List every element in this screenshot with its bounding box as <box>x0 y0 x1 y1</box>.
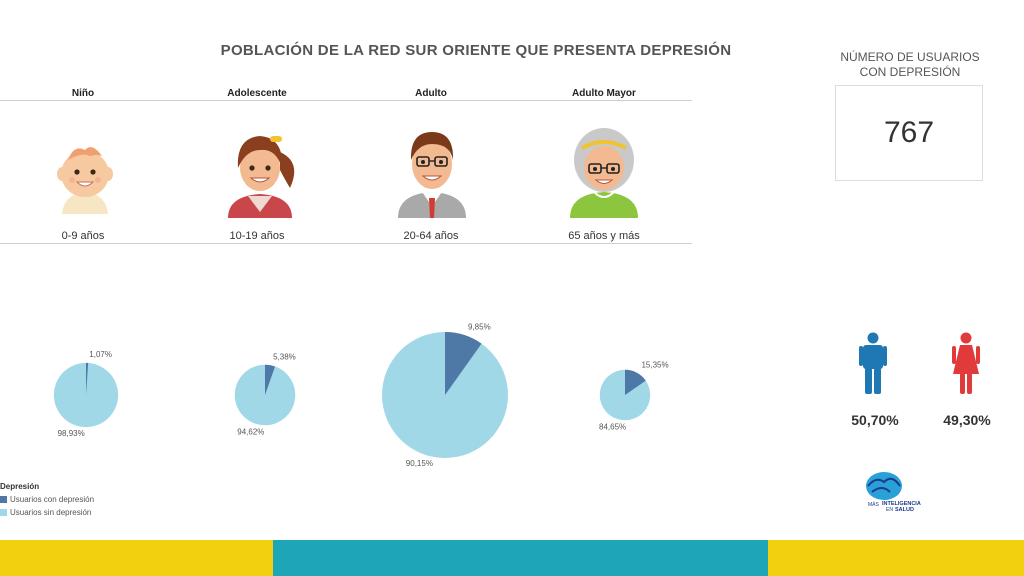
category-header-adulto-mayor: Adulto Mayor <box>572 88 636 99</box>
legend-label-without: Usuarios sin depresión <box>10 508 92 517</box>
baby-avatar-icon <box>57 147 113 214</box>
pie-label-without-adulto: 90,15% <box>406 459 433 468</box>
male-icon <box>859 332 887 394</box>
pie-label-with-nino: 1,07% <box>89 350 112 359</box>
footer-band-left <box>0 540 273 576</box>
age-label-adolescente: 10-19 años <box>229 230 285 242</box>
legend-swatch-without <box>0 509 7 516</box>
depression-pie-charts: 1,07% 98,93% 5,38% 94,62% 9,85% 90,15% 15,35% 8… <box>53 322 669 468</box>
kpi-value-box: 767 <box>835 85 983 181</box>
pie-slice-with-adolescente[interactable] <box>265 364 276 395</box>
pie-slice-with-nino[interactable] <box>86 362 89 395</box>
kpi-title: NÚMERO DE USUARIOS CON DEPRESIÓN <box>830 50 990 80</box>
pie-label-without-adolescente: 94,62% <box>237 427 264 436</box>
pie-label-with-adulto: 9,85% <box>468 322 491 331</box>
senior-avatar-icon <box>570 128 638 218</box>
header-divider-top <box>0 100 692 101</box>
header-divider-bottom <box>0 243 692 244</box>
kpi-title-line1: NÚMERO DE USUARIOS <box>840 50 980 64</box>
pie-label-without-nino: 98,93% <box>58 429 85 438</box>
legend-title: Depresión <box>0 482 40 491</box>
category-header-adulto: Adulto <box>415 88 447 99</box>
legend-label-with: Usuarios con depresión <box>10 495 95 504</box>
pie-label-with-adulto-mayor: 15,35% <box>641 360 668 369</box>
legend-swatch-with <box>0 496 7 503</box>
logo-line1: MÁS <box>868 501 880 508</box>
male-percentage: 50,70% <box>851 412 899 428</box>
age-label-adulto-mayor: 65 años y más <box>568 230 640 242</box>
teen-avatar-icon <box>228 136 295 218</box>
legend: Depresión Usuarios con depresión Usuario… <box>0 482 94 519</box>
female-icon <box>952 332 980 394</box>
legend-item-with[interactable]: Usuarios con depresión <box>0 493 94 506</box>
legend-item-without[interactable]: Usuarios sin depresión <box>0 506 94 519</box>
category-header-nino: Niño <box>71 88 95 99</box>
footer-band-middle <box>273 540 768 576</box>
logo-line4: SALUD <box>895 507 914 513</box>
footer-band-right <box>768 540 1024 576</box>
age-label-nino: 0-9 años <box>61 230 105 242</box>
logo-line2: INTELIGENCIA <box>882 501 921 507</box>
kpi-title-line2: CON DEPRESIÓN <box>859 65 961 79</box>
page-title: POBLACIÓN DE LA RED SUR ORIENTE QUE PRES… <box>220 42 732 59</box>
category-header-adolescente: Adolescente <box>227 88 287 99</box>
female-percentage: 49,30% <box>943 412 991 428</box>
pie-label-without-adulto-mayor: 84,65% <box>599 422 626 431</box>
logo-line3: EN <box>886 507 893 513</box>
pie-slice-with-adulto-mayor[interactable] <box>625 369 646 395</box>
pie-label-with-adolescente: 5,38% <box>273 352 296 361</box>
kpi-value: 767 <box>883 116 935 149</box>
adult-avatar-icon <box>398 132 466 218</box>
pie-slice-with-adulto[interactable] <box>445 332 482 395</box>
age-label-adulto: 20-64 años <box>403 230 459 242</box>
mas-inteligencia-en-salud-logo: MÁS INTELIGENCIA EN SALUD <box>866 472 921 513</box>
